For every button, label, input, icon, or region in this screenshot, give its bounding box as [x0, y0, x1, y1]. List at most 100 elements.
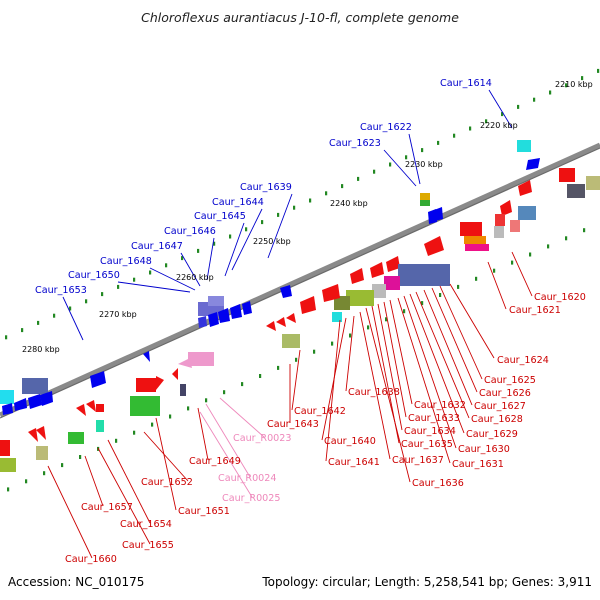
tick-mark: [501, 112, 504, 117]
label-pointer-line: [224, 222, 245, 277]
tick-mark: [309, 198, 312, 203]
gene-label[interactable]: Caur_1639: [240, 182, 292, 193]
gene-label[interactable]: Caur_1620: [534, 292, 586, 303]
gene-label[interactable]: Caur_1651: [178, 506, 230, 517]
tick-mark: [511, 260, 514, 265]
gene-label[interactable]: Caur_1642: [294, 406, 346, 417]
lower-features: [0, 168, 600, 472]
rna-label[interactable]: Caur_R0025: [222, 493, 280, 504]
label-pointer-line: [365, 307, 411, 483]
gene-label[interactable]: Caur_1630: [458, 444, 510, 455]
kbp-mark: 2220 kbp: [480, 121, 518, 130]
gene-label[interactable]: Caur_1624: [497, 355, 549, 366]
gene-label[interactable]: Caur_1660: [65, 554, 117, 565]
gene-label[interactable]: Caur_1634: [404, 426, 456, 437]
feature-gene: [420, 193, 430, 201]
rna-labels: Caur_R0023 Caur_R0024 Caur_R0025: [218, 433, 291, 504]
gene-label[interactable]: Caur_1627: [474, 401, 526, 412]
gene-label[interactable]: Caur_1626: [479, 388, 531, 399]
gene-label[interactable]: Caur_1614: [440, 78, 492, 89]
lower-gene-labels: Caur_1620 Caur_1621 Caur_1624 Caur_1625 …: [65, 292, 586, 565]
gene-label[interactable]: Caur_1650: [68, 270, 120, 281]
gene-label[interactable]: Caur_1625: [484, 375, 536, 386]
feature-gene: [76, 404, 86, 416]
label-pointer-line: [267, 193, 293, 259]
gene-label[interactable]: Caur_1657: [81, 502, 133, 513]
feature-gene: [334, 296, 350, 310]
feature-gene: [286, 313, 296, 323]
gene-label[interactable]: Caur_1621: [509, 305, 561, 316]
tick-mark: [293, 205, 296, 210]
tick-mark: [149, 270, 152, 275]
gene-label[interactable]: Caur_1622: [360, 122, 412, 133]
label-pointer-line: [487, 261, 507, 310]
tick-mark: [403, 309, 406, 314]
gene-label[interactable]: Caur_1654: [120, 519, 172, 530]
gene-label[interactable]: Caur_1641: [328, 457, 380, 468]
feature-gene: [36, 446, 48, 460]
label-pointer-line: [377, 303, 403, 431]
label-pointer-line: [345, 315, 355, 392]
tick-mark: [597, 68, 600, 73]
feature-gene: [420, 200, 430, 206]
gene-label[interactable]: Caur_1646: [164, 226, 216, 237]
gene-label[interactable]: Caur_1637: [392, 455, 444, 466]
feature-rna: [188, 352, 214, 366]
tick-mark: [357, 176, 360, 181]
gene-label[interactable]: Caur_1636: [412, 478, 464, 489]
tick-mark: [565, 83, 568, 88]
gene-label[interactable]: Caur_1632: [414, 400, 466, 411]
kbp-mark: 2280 kbp: [22, 345, 60, 354]
gene-label[interactable]: Caur_1649: [189, 456, 241, 467]
label-pointer-line: [47, 465, 93, 559]
gene-label[interactable]: Caur_1640: [324, 436, 376, 447]
tick-mark: [5, 335, 8, 340]
upper-gene-labels: Caur_1614 Caur_1622 Caur_1623 Caur_1639 …: [35, 78, 492, 296]
gene-label[interactable]: Caur_1645: [194, 211, 246, 222]
feature-gene: [346, 290, 374, 306]
tick-mark: [475, 276, 478, 281]
gene-label[interactable]: Caur_1653: [35, 285, 87, 296]
gene-label[interactable]: Caur_1644: [212, 197, 264, 208]
gene-label[interactable]: Caur_1643: [267, 419, 319, 430]
label-pointer-line: [397, 297, 451, 464]
gene-label[interactable]: Caur_1631: [452, 459, 504, 470]
gene-label[interactable]: Caur_1623: [329, 138, 381, 149]
kbp-mark: 2240 kbp: [330, 199, 368, 208]
feature-gene: [586, 176, 600, 190]
rna-label[interactable]: Caur_R0024: [218, 473, 276, 484]
feature-gene: [495, 214, 505, 226]
gene-label[interactable]: Caur_1655: [122, 540, 174, 551]
gene-label[interactable]: Caur_1648: [100, 256, 152, 267]
feature-gene: [322, 284, 340, 302]
tick-mark: [181, 256, 184, 261]
feature-gene: [218, 308, 230, 323]
kbp-mark: 2210 kbp: [555, 80, 593, 89]
kbp-mark: 2260 kbp: [176, 273, 214, 282]
feature-gene: [384, 276, 400, 290]
gene-label[interactable]: Caur_1629: [466, 429, 518, 440]
tick-mark: [517, 104, 520, 109]
gene-label[interactable]: Caur_1635: [401, 439, 453, 450]
gene-label[interactable]: Caur_1633: [408, 413, 460, 424]
genome-backbone: [0, 142, 600, 418]
label-pointer-line: [383, 301, 407, 418]
label-pointer-line: [291, 349, 301, 411]
feature-gene: [14, 398, 27, 411]
gene-label[interactable]: Caur_1638: [348, 387, 400, 398]
tick-mark: [117, 284, 120, 289]
upper-features: [0, 140, 540, 415]
tick-mark: [245, 227, 248, 232]
gene-label[interactable]: Caur_1652: [141, 477, 193, 488]
tick-mark: [533, 97, 536, 102]
label-pointer-line: [205, 403, 251, 478]
tick-mark: [437, 140, 440, 145]
feature-gene: [518, 206, 536, 220]
feature-gene: [208, 312, 219, 327]
gene-label[interactable]: Caur_1647: [131, 241, 183, 252]
label-pointer-line: [383, 149, 417, 187]
rna-label[interactable]: Caur_R0023: [233, 433, 291, 444]
tick-mark: [165, 263, 168, 268]
gene-label[interactable]: Caur_1628: [471, 414, 523, 425]
